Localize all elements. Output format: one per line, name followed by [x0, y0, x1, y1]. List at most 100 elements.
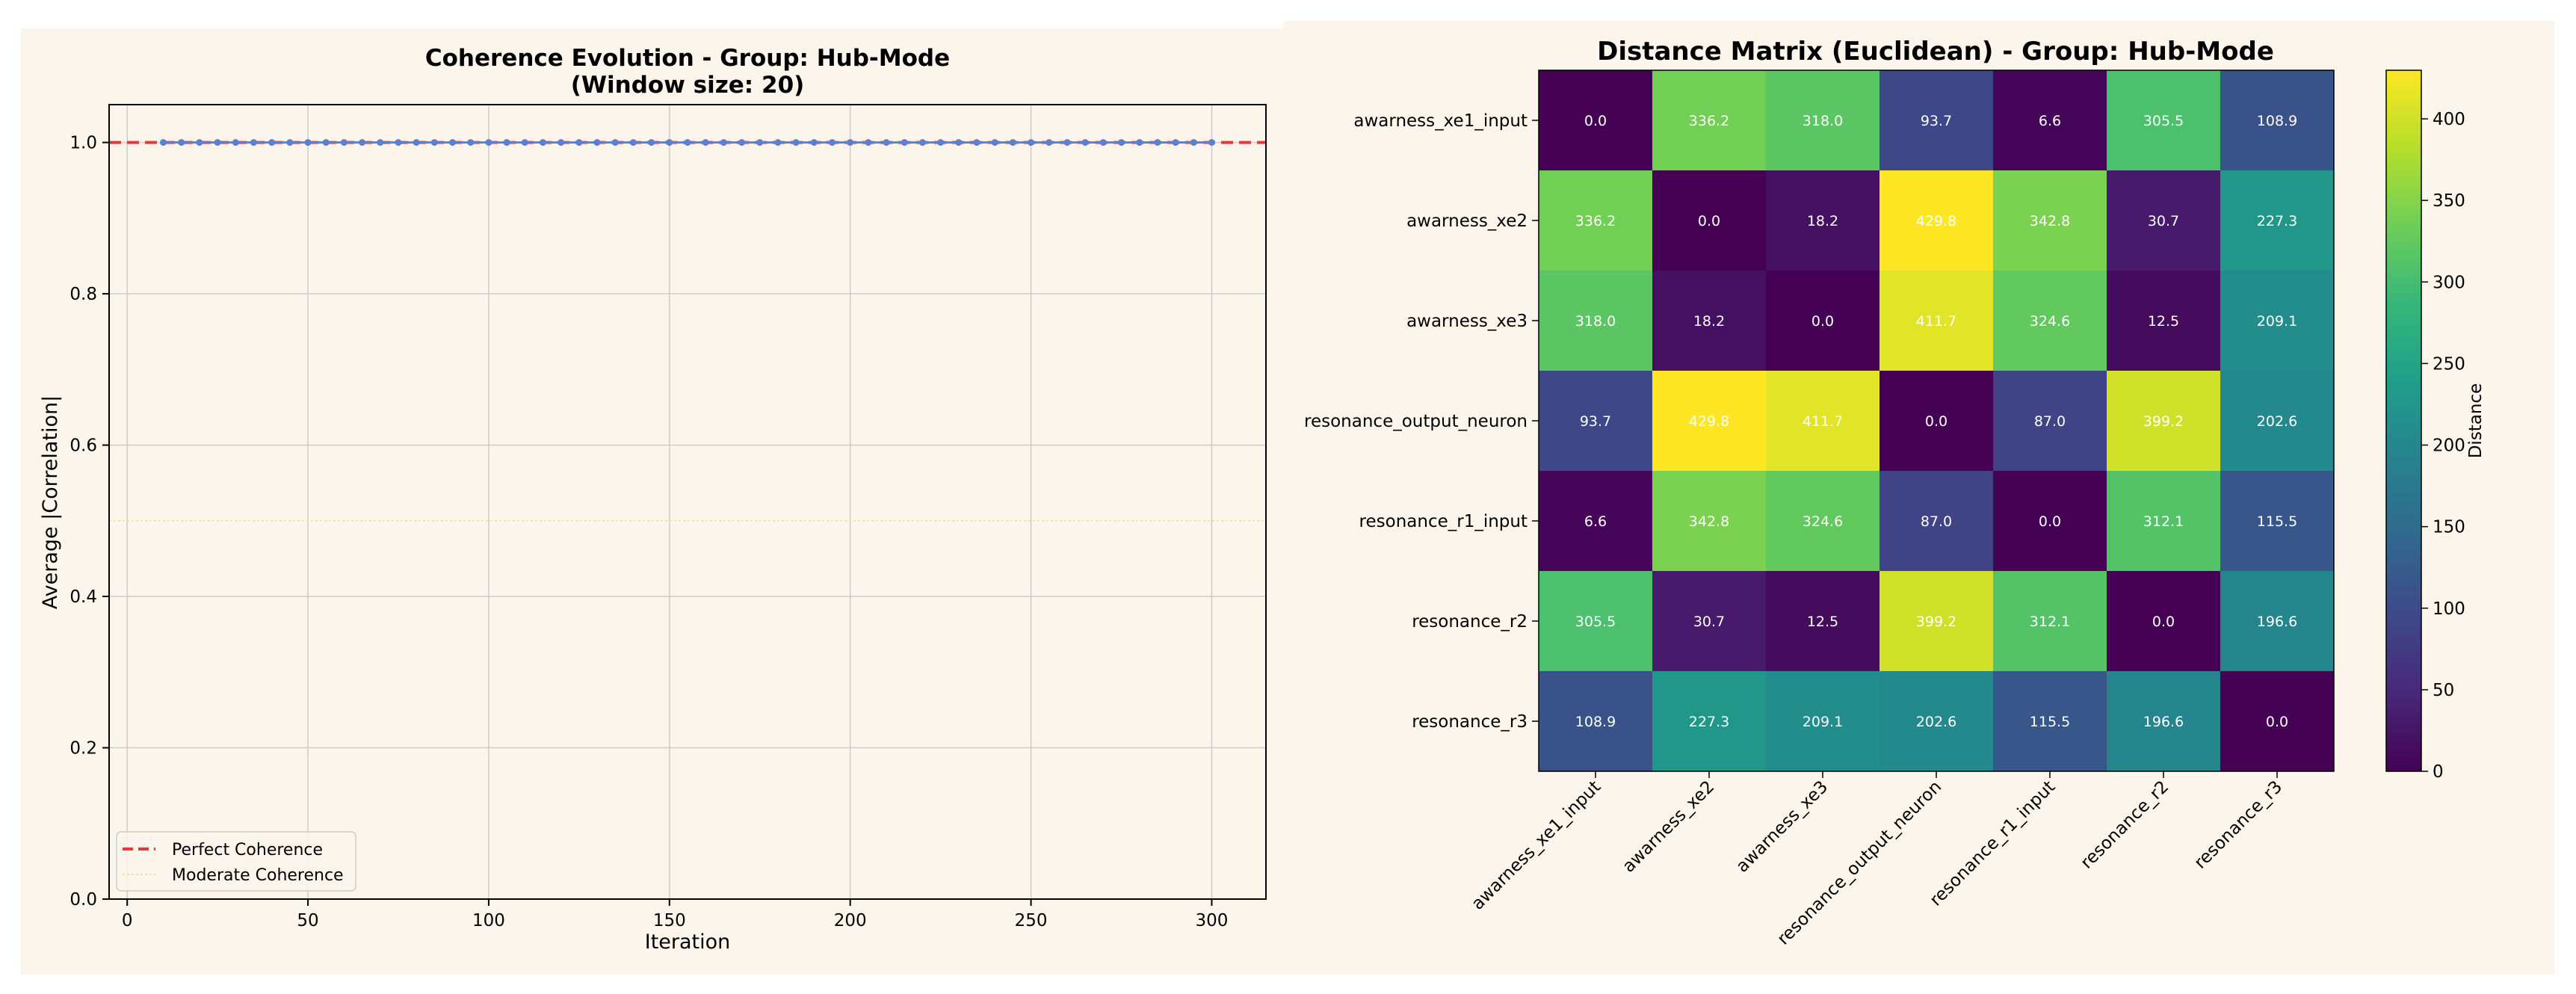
- heatmap-value: 0.0: [1925, 413, 1948, 430]
- coherence-point: [377, 139, 384, 146]
- heatmap-value: 108.9: [1575, 714, 1616, 730]
- heatmap-value: 227.3: [2257, 213, 2297, 229]
- coherence-point: [250, 139, 257, 146]
- row-label: resonance_r3: [1412, 712, 1528, 732]
- coherence-point: [756, 139, 764, 146]
- coherence-point: [575, 139, 583, 146]
- coherence-point: [1045, 139, 1053, 146]
- heatmap-value: 399.2: [2143, 413, 2184, 430]
- coherence-point: [359, 139, 366, 146]
- row-label: awarness_xe3: [1406, 312, 1528, 331]
- heatmap-cell: [1539, 571, 1653, 672]
- coherence-point: [918, 139, 926, 146]
- coherence-plot-frame: [108, 104, 1267, 900]
- row-label: awarness_xe1_input: [1353, 111, 1528, 131]
- colorbar-tick-label: 300: [2433, 273, 2465, 292]
- heatmap-value: 12.5: [2148, 313, 2179, 330]
- coherence-point: [449, 139, 457, 146]
- coherence-point: [973, 139, 980, 146]
- heatmap-value: 312.1: [2143, 513, 2184, 530]
- coherence-point: [1172, 139, 1179, 146]
- colorbar-tick-label: 350: [2433, 191, 2465, 211]
- heatmap-cell: [1880, 371, 1994, 472]
- coherence-point: [430, 139, 438, 146]
- coherence-point: [991, 139, 998, 146]
- heatmap-value: 18.2: [1693, 313, 1725, 330]
- coherence-point: [865, 139, 872, 146]
- heatmap-value: 18.2: [1807, 213, 1838, 229]
- heatmap-value: 202.6: [2257, 413, 2297, 430]
- heatmap-value: 336.2: [1575, 213, 1616, 229]
- heatmap-cell: [1652, 70, 1767, 171]
- heatmap-value: 342.8: [2030, 213, 2070, 229]
- heatmap-cell: [1766, 471, 1880, 572]
- coherence-point: [629, 139, 637, 146]
- coherence-point: [521, 139, 528, 146]
- heatmap-cell: [1539, 70, 1653, 171]
- heatmap-cell: [2220, 70, 2335, 171]
- heatmap-value: 0.0: [1584, 113, 1607, 129]
- heatmap-value: 115.5: [2030, 714, 2070, 730]
- heatmap-cell: [1993, 371, 2107, 472]
- heatmap-value: 227.3: [1689, 714, 1729, 730]
- heatmap-cell: [1880, 170, 1994, 271]
- heatmap-cell: [2220, 571, 2335, 672]
- coherence-x-ticks: 0 50 100 150 200 250 300: [122, 899, 1228, 930]
- coherence-point: [232, 139, 239, 146]
- heatmap-cell: [2220, 671, 2335, 772]
- coherence-point: [738, 139, 746, 146]
- coherence-point: [648, 139, 655, 146]
- x-tick-label: 0: [122, 911, 133, 930]
- y-tick-label: 0.0: [70, 890, 97, 910]
- heatmap-value: 209.1: [1803, 714, 1843, 730]
- heatmap-value: 0.0: [2152, 614, 2175, 630]
- heatmap-cell: [1539, 371, 1653, 472]
- y-tick-label: 0.6: [70, 436, 97, 456]
- coherence-x-axis-label: Iteration: [645, 930, 731, 954]
- heatmap-value: 202.6: [1916, 714, 1956, 730]
- colorbar-tick-label: 150: [2433, 518, 2465, 537]
- heatmap-value: 318.0: [1803, 113, 1843, 129]
- coherence-point: [485, 139, 492, 146]
- heatmap-value: 196.6: [2143, 714, 2184, 730]
- heatmap-cell: [1766, 70, 1880, 171]
- row-label: resonance_output_neuron: [1304, 412, 1528, 431]
- heatmap-value: 342.8: [1689, 513, 1729, 530]
- heatmap-cell: [1993, 571, 2107, 672]
- coherence-point: [1190, 139, 1197, 146]
- heatmap-cells: [1539, 70, 2335, 772]
- heatmap-cell: [1880, 271, 1994, 371]
- heatmap-value: 6.6: [1584, 513, 1607, 530]
- heatmap-cell: [1652, 471, 1767, 572]
- heatmap-value: 196.6: [2257, 614, 2297, 630]
- heatmap-cell: [1766, 371, 1880, 472]
- coherence-point: [540, 139, 546, 146]
- heatmap-row-labels: awarness_xe1_input awarness_xe2 awarness_x…: [1304, 111, 1539, 732]
- coherence-point: [684, 139, 691, 146]
- heatmap-value: 87.0: [2034, 413, 2066, 430]
- coherence-point: [395, 139, 402, 146]
- heatmap-cell: [2107, 271, 2221, 371]
- coherence-point: [196, 139, 203, 146]
- coherence-point: [503, 139, 510, 146]
- distance-matrix-title: Distance Matrix (Euclidean) - Group: Hub…: [1597, 37, 2274, 67]
- legend-perfect-label: Perfect Coherence: [172, 841, 323, 859]
- heatmap-cell: [1539, 471, 1653, 572]
- heatmap-value: 318.0: [1575, 313, 1616, 330]
- heatmap-value: 30.7: [2148, 213, 2179, 229]
- coherence-point: [847, 139, 854, 146]
- heatmap-value: 115.5: [2257, 513, 2297, 530]
- heatmap-cell: [1880, 571, 1994, 672]
- heatmap-value: 399.2: [1916, 614, 1956, 630]
- heatmap-cell: [2220, 271, 2335, 371]
- heatmap-cell: [1652, 671, 1767, 772]
- heatmap-cell: [1652, 371, 1767, 472]
- colorbar-scale: [2385, 70, 2422, 772]
- x-tick-label: 150: [653, 911, 686, 930]
- heatmap-cell: [1993, 671, 2107, 772]
- heatmap-cell: [2107, 371, 2221, 472]
- coherence-point: [304, 139, 312, 146]
- coherence-point: [1136, 139, 1143, 146]
- x-tick-label: 200: [834, 911, 867, 930]
- row-label: awarness_xe2: [1406, 212, 1528, 231]
